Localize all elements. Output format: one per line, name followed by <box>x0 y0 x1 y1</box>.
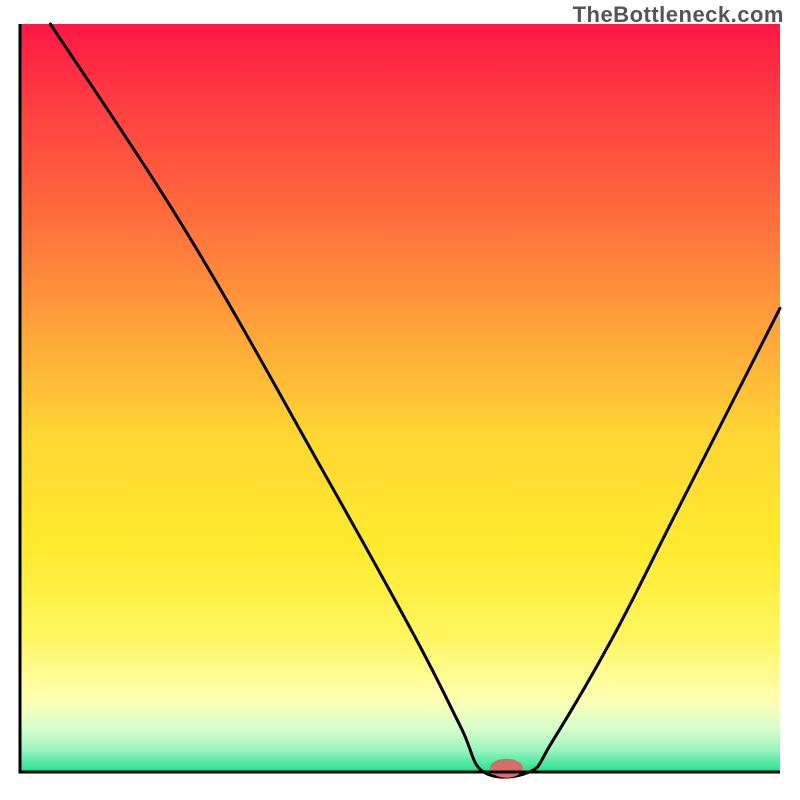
optimal-marker <box>490 759 522 777</box>
watermark-text: TheBottleneck.com <box>573 2 784 28</box>
gradient-background <box>20 24 780 772</box>
chart-container: TheBottleneck.com <box>0 0 800 800</box>
bottleneck-chart <box>0 0 800 800</box>
